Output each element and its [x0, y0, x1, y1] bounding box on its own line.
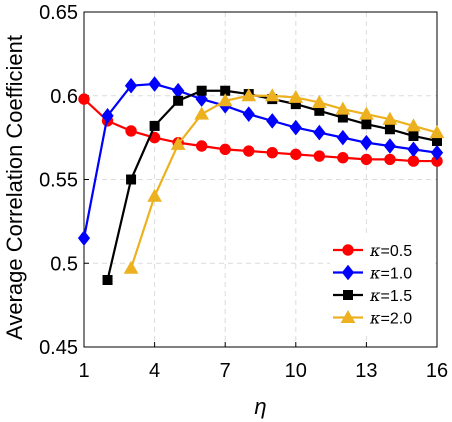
data-point-marker	[290, 148, 302, 161]
data-point-marker	[407, 155, 420, 167]
data-point-marker	[361, 119, 372, 130]
data-point-marker	[266, 147, 278, 159]
legend-label: κ=1.0	[369, 264, 412, 283]
data-point-marker	[242, 106, 255, 122]
series-layer	[77, 76, 445, 285]
x-tick-label: 16	[426, 360, 448, 382]
data-point-marker	[264, 88, 280, 102]
legend-label: κ=1.5	[369, 286, 412, 305]
data-point-marker	[406, 118, 421, 132]
x-tick-label: 1	[78, 360, 89, 382]
data-point-marker	[124, 77, 138, 94]
x-tick-label: 4	[149, 360, 160, 382]
data-point-marker	[430, 144, 444, 161]
data-point-marker	[384, 153, 396, 166]
x-tick-label: 7	[220, 360, 231, 382]
data-point-marker	[335, 101, 351, 115]
legend-marker	[341, 264, 355, 281]
data-point-marker	[382, 111, 398, 125]
data-point-marker	[147, 188, 162, 202]
series-3	[123, 88, 445, 274]
data-point-marker	[266, 113, 279, 129]
legend-kappa-symbol: κ	[369, 309, 381, 328]
data-point-marker	[313, 150, 326, 162]
y-axis-label: Average Correlation Coefficient	[2, 35, 27, 340]
series-line	[82, 82, 438, 239]
data-point-marker	[360, 153, 373, 166]
data-point-marker	[194, 106, 210, 120]
data-point-marker	[195, 140, 208, 152]
data-point-marker	[384, 124, 395, 135]
legend-marker	[342, 244, 354, 256]
data-point-marker	[126, 174, 137, 185]
legend-kappa-value: =2.0	[381, 311, 413, 328]
data-point-marker	[123, 260, 139, 274]
legend-kappa-value: =1.0	[381, 266, 413, 283]
data-point-marker	[383, 138, 397, 154]
data-point-marker	[148, 76, 161, 92]
data-point-marker	[125, 125, 137, 137]
data-point-marker	[407, 141, 420, 158]
legend-kappa-value: =0.5	[381, 243, 413, 260]
data-point-marker	[289, 119, 302, 136]
data-point-marker	[313, 124, 326, 141]
x-tick-label: 13	[355, 360, 377, 382]
axis-ticks: 0.45 0.5 0.55 0.6 0.65 1 4 7 10 13 16	[39, 2, 448, 382]
data-point-marker	[149, 120, 160, 131]
data-point-marker	[217, 93, 233, 107]
series-line	[130, 94, 438, 269]
data-point-marker	[78, 93, 90, 105]
legend-kappa-symbol: κ	[369, 286, 381, 305]
y-tick-label: 0.6	[50, 86, 78, 108]
legend-kappa-symbol: κ	[369, 264, 381, 283]
series-line	[83, 98, 437, 163]
data-point-marker	[408, 130, 419, 141]
data-point-marker	[101, 108, 114, 124]
data-point-marker	[429, 125, 445, 139]
legend-kappa-symbol: κ	[369, 241, 381, 260]
data-point-marker	[170, 136, 186, 150]
x-tick-label: 10	[285, 360, 307, 382]
y-tick-label: 0.55	[39, 170, 78, 192]
data-point-marker	[77, 230, 91, 246]
data-point-marker	[360, 134, 373, 151]
data-point-marker	[359, 106, 374, 120]
data-point-marker	[219, 143, 231, 156]
y-tick-label: 0.65	[39, 2, 78, 24]
legend-marker	[340, 309, 356, 323]
data-point-marker	[241, 88, 257, 102]
data-point-marker	[243, 145, 255, 157]
data-point-marker	[196, 85, 207, 96]
legend-kappa-value: =1.5	[381, 288, 413, 305]
legend-label: κ=0.5	[369, 241, 412, 260]
data-point-marker	[337, 152, 349, 164]
x-axis-label: η	[254, 394, 266, 419]
data-point-marker	[102, 275, 113, 285]
data-point-marker	[173, 95, 184, 106]
legend-label: κ=2.0	[369, 309, 412, 328]
data-point-marker	[336, 129, 350, 146]
legend-marker	[343, 290, 353, 300]
legend: κ=0.5κ=1.0κ=1.5κ=2.0	[330, 236, 434, 332]
data-point-marker	[288, 89, 304, 103]
y-tick-label: 0.45	[39, 337, 78, 359]
data-point-marker	[311, 94, 327, 108]
series-1	[77, 76, 444, 246]
y-tick-label: 0.5	[50, 253, 78, 275]
